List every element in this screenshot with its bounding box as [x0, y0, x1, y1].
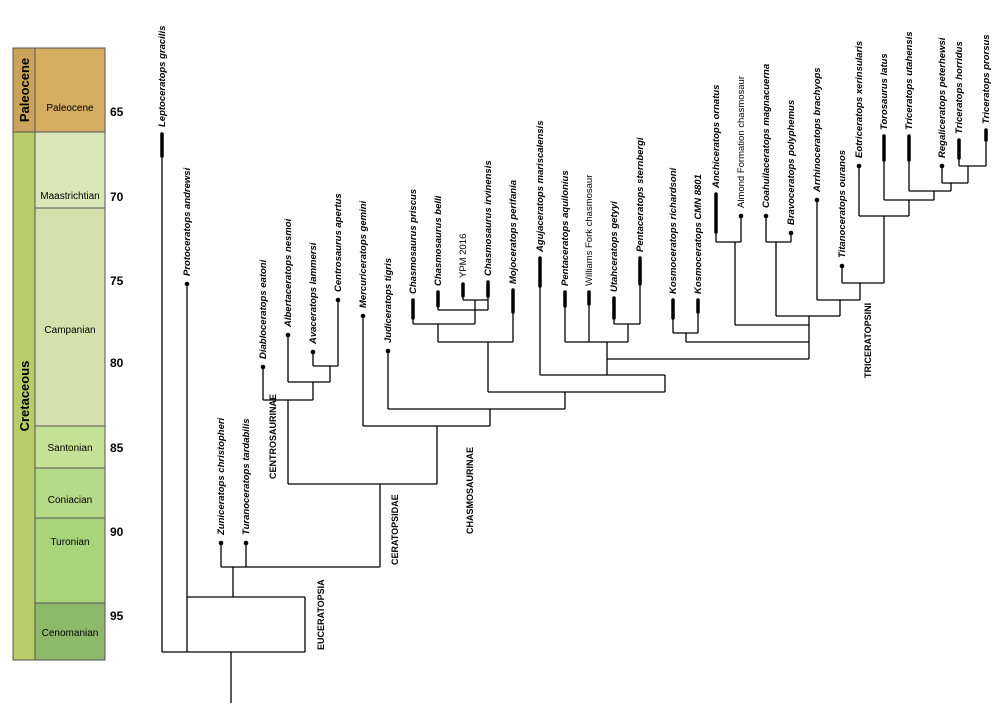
clade-labels: EUCERATOPSIA CERATOPSIDAE CENTROSAURINAE… — [268, 303, 873, 650]
mercuriceratops-tip — [360, 313, 366, 319]
clade-triceratopsini: TRICERATOPSINI — [863, 303, 873, 378]
taxon-label: Judiceratops tigris — [383, 258, 394, 343]
stage-santonian-box — [34, 425, 106, 469]
taxon-label: Triceratops horridus — [954, 41, 965, 134]
taxon-label: Torosaurus latus — [879, 53, 890, 130]
centrosaurus-tip — [335, 297, 341, 303]
stage-cenomanian-label: Cenomanian — [42, 628, 99, 639]
taxon-label: Triceratops prorsus — [981, 34, 992, 124]
taxon-label: Protoceratops andrewsi — [182, 167, 193, 276]
taxon-label: Coahuilaceratops magnacuerna — [761, 64, 772, 208]
age-90: 90 — [110, 525, 124, 539]
taxon-label: Kosmoceratops CMN 8801 — [693, 174, 704, 294]
taxon-label: Chasmosaurus priscus — [408, 189, 419, 294]
turanoceratops-tip — [243, 540, 249, 546]
titanoceratops-tip — [839, 263, 845, 269]
taxon-label: Chasmosaurus irvinensis — [483, 160, 494, 276]
age-80: 80 — [110, 356, 124, 370]
stage-paleocene-label: Paleocene — [46, 103, 94, 114]
age-65: 65 — [110, 105, 124, 119]
albertaceratops-tip — [285, 332, 291, 338]
taxon-label: Anchiceratops ornatus — [711, 85, 722, 189]
era-paleocene-label: Paleocene — [17, 58, 32, 122]
taxon-label: Pentaceratops sternbergi — [635, 137, 646, 252]
stratigraphic-ranges — [160, 128, 988, 320]
taxon-label: Bravoceratops polyphemus — [786, 100, 797, 225]
taxon-label: Mojoceratops perifania — [508, 180, 519, 284]
clade-chasmosaurinae: CHASMOSAURINAE — [465, 447, 475, 534]
taxon-label: Turanoceratops tardabilis — [241, 419, 252, 536]
almond-formation-tip — [738, 213, 744, 219]
stage-paleocene-box — [34, 47, 106, 133]
taxon-label: Albertaceratops nesmoi — [283, 218, 294, 328]
stage-campanian-label: Campanian — [44, 325, 95, 336]
taxon-label: Mercuriceratops gemini — [358, 200, 369, 308]
taxon-label: Utahceratops getyyi — [609, 201, 620, 292]
judiceratops-tip — [385, 348, 391, 354]
taxon-label: Chasmosaurus belli — [433, 195, 444, 286]
avaceratops-tip — [310, 349, 316, 355]
taxon-label: Almond Formation chasmosaur — [736, 76, 747, 208]
stage-turonian-label: Turonian — [50, 537, 89, 548]
taxon-label: YPM 2016 — [458, 234, 469, 278]
taxon-labels: Leptoceratops gracilis Protoceratops and… — [157, 26, 992, 536]
age-70: 70 — [110, 190, 124, 204]
arrhinoceratops-tip — [814, 197, 820, 203]
clade-ceratopsidae: CERATOPSIDAE — [390, 494, 400, 565]
taxon-label: Titanoceratops ouranos — [837, 150, 848, 258]
stage-santonian-label: Santonian — [47, 443, 92, 454]
taxon-label: Leptoceratops gracilis — [157, 26, 168, 127]
zuniceratops-tip — [218, 540, 224, 546]
eotriceratops-tip — [856, 163, 862, 169]
taxon-label: Pentaceratops aquilonius — [560, 170, 571, 286]
protoceratops-tip — [184, 281, 190, 287]
taxon-label: Agujaceratops mariscalensis — [535, 121, 546, 253]
stage-coniacian-label: Coniacian — [48, 495, 92, 506]
age-75: 75 — [110, 274, 124, 288]
age-95: 95 — [110, 609, 124, 623]
coahuilaceratops-tip — [763, 213, 769, 219]
taxon-label: Arrhinoceratops brachyops — [812, 67, 823, 193]
taxon-label: Zuniceratops christopheri — [216, 417, 227, 536]
clade-centrosaurinae: CENTROSAURINAE — [268, 394, 278, 479]
taxon-label: Kosmoceratops richardsoni — [668, 167, 679, 294]
taxon-label: Regaliceratops peterhewsi — [937, 37, 948, 158]
timescale: Paleocene Cretaceous Paleocene Maastrich… — [12, 47, 124, 661]
stage-maastrichtian-label: Maastrichtian — [40, 191, 99, 202]
stage-campanian-box — [34, 207, 106, 427]
bravoceratops-tip — [788, 230, 794, 236]
taxon-label: Centrosaurus apertus — [333, 193, 344, 292]
tip-dots — [184, 163, 945, 546]
stage-cenomanian-box — [34, 602, 106, 661]
clade-euceratopsia: EUCERATOPSIA — [316, 579, 326, 650]
age-85: 85 — [110, 441, 124, 455]
stage-coniacian-box — [34, 467, 106, 519]
diabloceratops-tip — [260, 364, 266, 370]
taxon-label: Triceratops utahensis — [904, 31, 915, 130]
taxon-label: Diabloceratops eatoni — [258, 259, 269, 359]
regaliceratops-tip — [939, 163, 945, 169]
stage-turonian-box — [34, 517, 106, 604]
taxon-label: Avaceratops lammersi — [308, 242, 319, 345]
taxon-label: Eotriceratops xerinsularis — [854, 41, 865, 158]
taxon-label: Williams Fork chasmosaur — [584, 175, 595, 286]
tree-branches — [161, 135, 987, 703]
era-cretaceous-label: Cretaceous — [17, 361, 32, 432]
